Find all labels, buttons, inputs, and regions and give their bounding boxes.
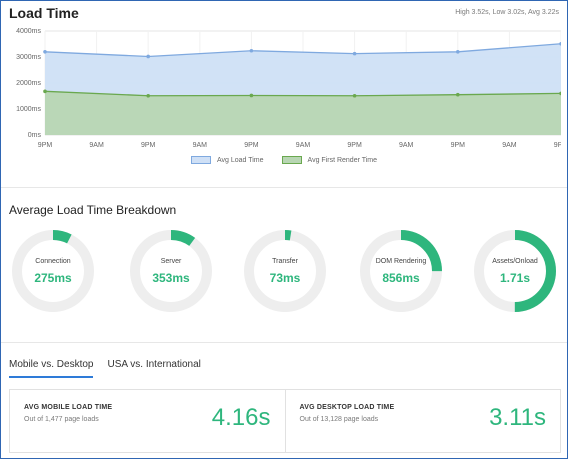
x-tick-label: 9PM [38, 142, 53, 149]
ring-progress-arc [360, 230, 442, 312]
ring-value: 353ms [152, 270, 190, 285]
series-point [43, 89, 47, 94]
ring-value: 275ms [34, 270, 72, 285]
ring-label: Connection [35, 257, 71, 265]
y-tick-label: 4000ms [16, 28, 41, 35]
series-point [352, 51, 357, 56]
breakdown-title: Average Load Time Breakdown [9, 203, 177, 217]
comparison-cards: AVG MOBILE LOAD TIME Out of 1,477 page l… [9, 389, 561, 453]
card-title: AVG DESKTOP LOAD TIME [299, 404, 395, 411]
series-point [249, 93, 254, 98]
ring-connection-graphic [12, 230, 94, 312]
legend-label-avg-first-render: Avg First Render Time [307, 156, 378, 164]
series-point [456, 92, 460, 97]
x-tick-label: 9AM [193, 142, 208, 149]
ring-dom-rendering-text: DOM Rendering 856ms [359, 229, 443, 313]
ring-assets-onload-text: Assets/Onload 1.71s [473, 229, 557, 313]
legend-item-avg-first-render[interactable]: Avg First Render Time [281, 156, 378, 164]
tab-usa-vs-international[interactable]: USA vs. International [107, 359, 201, 370]
ring-dom-rendering-graphic [360, 230, 442, 312]
card-title: AVG MOBILE LOAD TIME [24, 404, 113, 411]
series-point [559, 41, 561, 46]
x-tick-label: 9AM [89, 142, 104, 149]
card-desktop: AVG DESKTOP LOAD TIME Out of 13,128 page… [284, 390, 561, 452]
ring-transfer: Transfer 73ms [243, 229, 327, 313]
x-tick-label: 9PM [347, 142, 362, 149]
series-point [559, 91, 561, 96]
ring-server: Server 353ms [129, 229, 213, 313]
ring-label: Transfer [272, 257, 298, 265]
y-tick-label: 2000ms [16, 80, 41, 87]
divider [1, 187, 567, 188]
x-tick-label: 9PM [244, 142, 259, 149]
ring-assets-onload-graphic [474, 230, 556, 312]
series-point [352, 93, 357, 98]
ring-server-text: Server 353ms [129, 229, 213, 313]
x-tick-label: 9AM [502, 142, 517, 149]
ring-connection-text: Connection 275ms [11, 229, 95, 313]
y-tick-label: 3000ms [16, 54, 41, 61]
series-line-0 [44, 43, 561, 58]
ring-label: Server [160, 257, 182, 265]
ring-progress-arc [12, 230, 94, 312]
series-point [249, 48, 254, 53]
ring-dom-rendering: DOM Rendering 856ms [359, 229, 443, 313]
series-point [146, 93, 150, 98]
tab-mobile-vs-desktop[interactable]: Mobile vs. Desktop [9, 359, 94, 378]
load-time-chart: 0ms 1000ms 2000ms 3000ms 4000ms 9PM 9AM 9PM 9AM 9… [16, 28, 561, 149]
ring-progress-arc [130, 230, 212, 312]
x-tick-label: 9AM [399, 142, 414, 149]
series-point [146, 54, 150, 59]
divider [1, 342, 567, 343]
series-point [456, 50, 460, 54]
ring-transfer-graphic [244, 230, 326, 312]
ring-label: DOM Rendering [375, 257, 427, 265]
breakdown-rings: Connection 275ms Server 353ms Transfer 7… [11, 229, 561, 325]
legend-swatch-avg-first-render [281, 156, 302, 164]
legend-swatch-avg-load [190, 156, 211, 164]
ring-transfer-text: Transfer 73ms [243, 229, 327, 313]
chart-legend: Avg Load Time Avg First Render Time [1, 156, 567, 164]
comparison-tabs: Mobile vs. Desktop USA vs. International [9, 359, 201, 378]
card-value: 3.11s [489, 404, 546, 431]
ring-label: Assets/Onload [492, 257, 538, 265]
y-tick-label: 0ms [28, 132, 42, 139]
card-subtitle: Out of 1,477 page loads [24, 416, 99, 423]
ring-assets-onload: Assets/Onload 1.71s [473, 229, 557, 313]
x-tick-label: 9AM [296, 142, 311, 149]
x-tick-label: 9PM [451, 142, 466, 149]
card-mobile: AVG MOBILE LOAD TIME Out of 1,477 page l… [10, 390, 285, 452]
y-tick-label: 1000ms [16, 106, 41, 113]
x-tick-label: 9PM [141, 142, 156, 149]
x-tick-label: 9PM [554, 142, 561, 149]
section-title: Load Time [9, 5, 79, 21]
ring-progress-arc [474, 230, 556, 312]
card-subtitle: Out of 13,128 page loads [299, 416, 379, 423]
series-line-1 [44, 90, 561, 97]
ring-value: 856ms [382, 270, 420, 285]
legend-item-avg-load[interactable]: Avg Load Time [190, 156, 264, 164]
series-point [43, 50, 47, 54]
ring-value: 73ms [269, 270, 301, 285]
card-value: 4.16s [211, 404, 271, 431]
legend-label-avg-load: Avg Load Time [216, 156, 264, 164]
stats-summary: High 3.52s, Low 3.02s, Avg 3.22s [455, 9, 559, 16]
series-area-1 [45, 91, 561, 135]
ring-progress-arc [244, 230, 326, 312]
ring-server-graphic [130, 230, 212, 312]
ring-connection: Connection 275ms [11, 229, 95, 313]
ring-value: 1.71s [499, 270, 531, 285]
